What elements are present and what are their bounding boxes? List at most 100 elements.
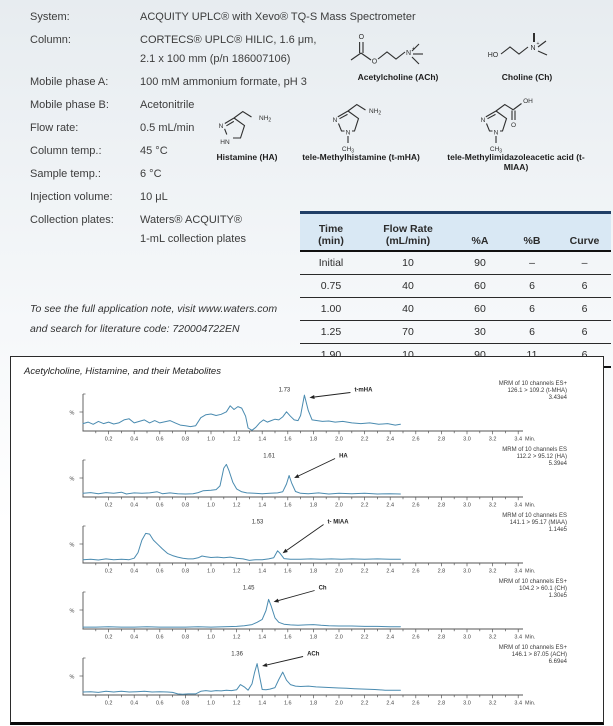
x-tick-label: 2.8: [438, 569, 446, 575]
param-value: CORTECS® UPLC® HILIC, 1.6 μm, 2.1 x 100 m…: [140, 31, 316, 69]
note-line: To see the full application note, visit …: [30, 303, 278, 315]
x-tick-label: 2.6: [412, 503, 420, 509]
param-row: Mobile phase A: 100 mM ammonium formate, …: [30, 73, 608, 92]
x-tick-label: 3.0: [463, 503, 471, 509]
x-tick-label: 2.0: [335, 437, 343, 443]
svg-text:CH3: CH3: [490, 146, 502, 155]
x-tick-label: 2.4: [386, 437, 394, 443]
x-tick-label: 0.6: [156, 701, 164, 707]
peak-compound-label: t-mHA: [354, 388, 373, 394]
note-line: and search for literature code: 72000472…: [30, 322, 240, 335]
gradient-cell: 6: [529, 303, 535, 315]
x-tick-label: 3.2: [489, 635, 497, 641]
gradient-cell: 6: [529, 326, 535, 338]
figure-title: Acetylcholine, Histamine, and their Meta…: [24, 366, 221, 377]
x-tick-label: 2.2: [361, 437, 369, 443]
peak-compound-label: Ch: [319, 586, 327, 592]
gradient-cell: Initial: [318, 257, 344, 269]
x-axis-unit: Min.: [525, 569, 536, 575]
histamine-caption: Histamine (HA): [216, 152, 278, 162]
x-tick-label: 1.2: [233, 437, 241, 443]
param-value: 10 μL: [140, 188, 168, 207]
mrm-annotation-line: 1.14e5: [548, 526, 567, 533]
x-tick-label: 3.4: [514, 569, 522, 575]
mrm-annotation-line: 126.1 > 109.2 (t-MHA): [507, 387, 567, 394]
gradient-cell: 10: [402, 257, 414, 269]
svg-text:N: N: [494, 130, 499, 137]
chromatogram-panel-t-miaa: MRM of 10 channels ES 141.1 > 95.17 (MIAA…: [16, 513, 601, 579]
param-value-line: 45 °C: [140, 145, 168, 157]
acetylcholine-structure: O O N +: [345, 28, 445, 79]
x-axis-unit: Min.: [525, 701, 536, 707]
x-tick-label: 1.0: [207, 701, 215, 707]
x-tick-label: 3.0: [463, 569, 471, 575]
peak-rt-label: 1.36: [231, 652, 243, 658]
gradient-table-body: Initial 10 90 – – 0.75 40 60 6 6 1.00 40 60 6 6 1.25 70 3…: [300, 252, 611, 368]
x-tick-label: 0.4: [130, 635, 138, 641]
choline-structure: HO N +: [483, 28, 573, 79]
param-label: Mobile phase A:: [30, 76, 109, 88]
svg-text:N: N: [406, 50, 411, 57]
x-tick-label: 3.2: [489, 437, 497, 443]
mrm-annotation-line: 1.30e5: [548, 592, 567, 599]
mrm-annotation: MRM of 10 channels ES+ 146.1 > 87.05 (ACH…: [499, 645, 567, 665]
peak-arrowhead-icon: [294, 474, 300, 479]
param-value: Acetonitrile: [140, 96, 194, 115]
mrm-annotation-line: MRM of 10 channels ES+: [498, 381, 567, 387]
x-tick-label: 3.0: [463, 437, 471, 443]
mrm-annotation-line: 5.39e4: [548, 460, 567, 467]
param-row: System: ACQUITY UPLC® with Xevo® TQ-S Mas…: [30, 8, 608, 27]
gradient-header-cell: Flow Rate (mL/min): [362, 214, 454, 250]
chromatogram-trace: [82, 663, 401, 695]
peak-compound-label: t- MIAA: [328, 520, 350, 526]
gradient-cell: 90: [474, 257, 486, 269]
x-tick-label: 2.4: [386, 635, 394, 641]
peak-rt-label: 1.73: [279, 388, 291, 394]
peak-arrow: [314, 392, 351, 398]
x-tick-label: 0.6: [156, 437, 164, 443]
x-tick-label: 1.8: [310, 569, 318, 575]
x-tick-label: 1.4: [258, 437, 266, 443]
mrm-annotation-line: 112.2 > 95.12 (HA): [516, 453, 567, 460]
svg-text:+: +: [537, 41, 540, 47]
x-tick-label: 3.4: [514, 701, 522, 707]
param-label: Collection plates:: [30, 214, 114, 226]
svg-text:+: +: [412, 46, 415, 52]
gradient-cell: 60: [474, 303, 486, 315]
x-tick-label: 2.4: [386, 569, 394, 575]
x-tick-label: 0.6: [156, 635, 164, 641]
mrm-annotation-line: MRM of 10 channels ES+: [498, 645, 567, 651]
gradient-table: Time (min) Flow Rate (mL/min) %A %B Curve Init…: [300, 211, 611, 368]
y-axis-label: %: [70, 609, 75, 615]
gradient-cell: 70: [402, 326, 414, 338]
x-tick-label: 1.2: [233, 503, 241, 509]
x-tick-label: 0.2: [105, 635, 113, 641]
param-label: Column temp.:: [30, 145, 102, 157]
gradient-cell: 60: [474, 280, 486, 292]
x-tick-label: 2.0: [335, 701, 343, 707]
x-tick-label: 1.0: [207, 437, 215, 443]
molecule-drawing-icon: N HN NH2: [219, 110, 271, 146]
peak-arrow: [286, 524, 324, 551]
x-tick-label: 3.2: [489, 701, 497, 707]
x-tick-label: 2.4: [386, 503, 394, 509]
x-tick-label: 0.2: [105, 503, 113, 509]
chromatogram-svg: 0.2 0.4 0.6 0.8 1.0 1.2 1.4 1.6 1.8 2.0 2.2 2.4 2.6 2…: [70, 454, 536, 509]
x-tick-label: 2.8: [438, 635, 446, 641]
gradient-cell: –: [529, 257, 535, 269]
mrm-annotation-line: MRM of 10 channels ES: [502, 513, 567, 519]
x-tick-label: 1.6: [284, 503, 292, 509]
chromatogram-panel-ch: MRM of 10 channels ES+ 104.2 > 60.1 (CH) 1…: [16, 579, 601, 645]
param-value: 6 °C: [140, 165, 162, 184]
gradient-header-line: (min): [318, 235, 344, 247]
peak-arrow: [298, 458, 336, 477]
gradient-cell: 6: [581, 303, 588, 315]
svg-text:O: O: [511, 122, 516, 129]
svg-text:NH2: NH2: [369, 108, 381, 117]
x-tick-label: 1.8: [310, 701, 318, 707]
x-tick-label: 1.8: [310, 635, 318, 641]
gradient-table-header: Time (min) Flow Rate (mL/min) %A %B Curve: [300, 211, 611, 252]
x-tick-label: 1.4: [258, 569, 266, 575]
gradient-cell: 1.25: [320, 326, 342, 338]
param-value-line: Waters® ACQUITY®: [140, 214, 242, 226]
